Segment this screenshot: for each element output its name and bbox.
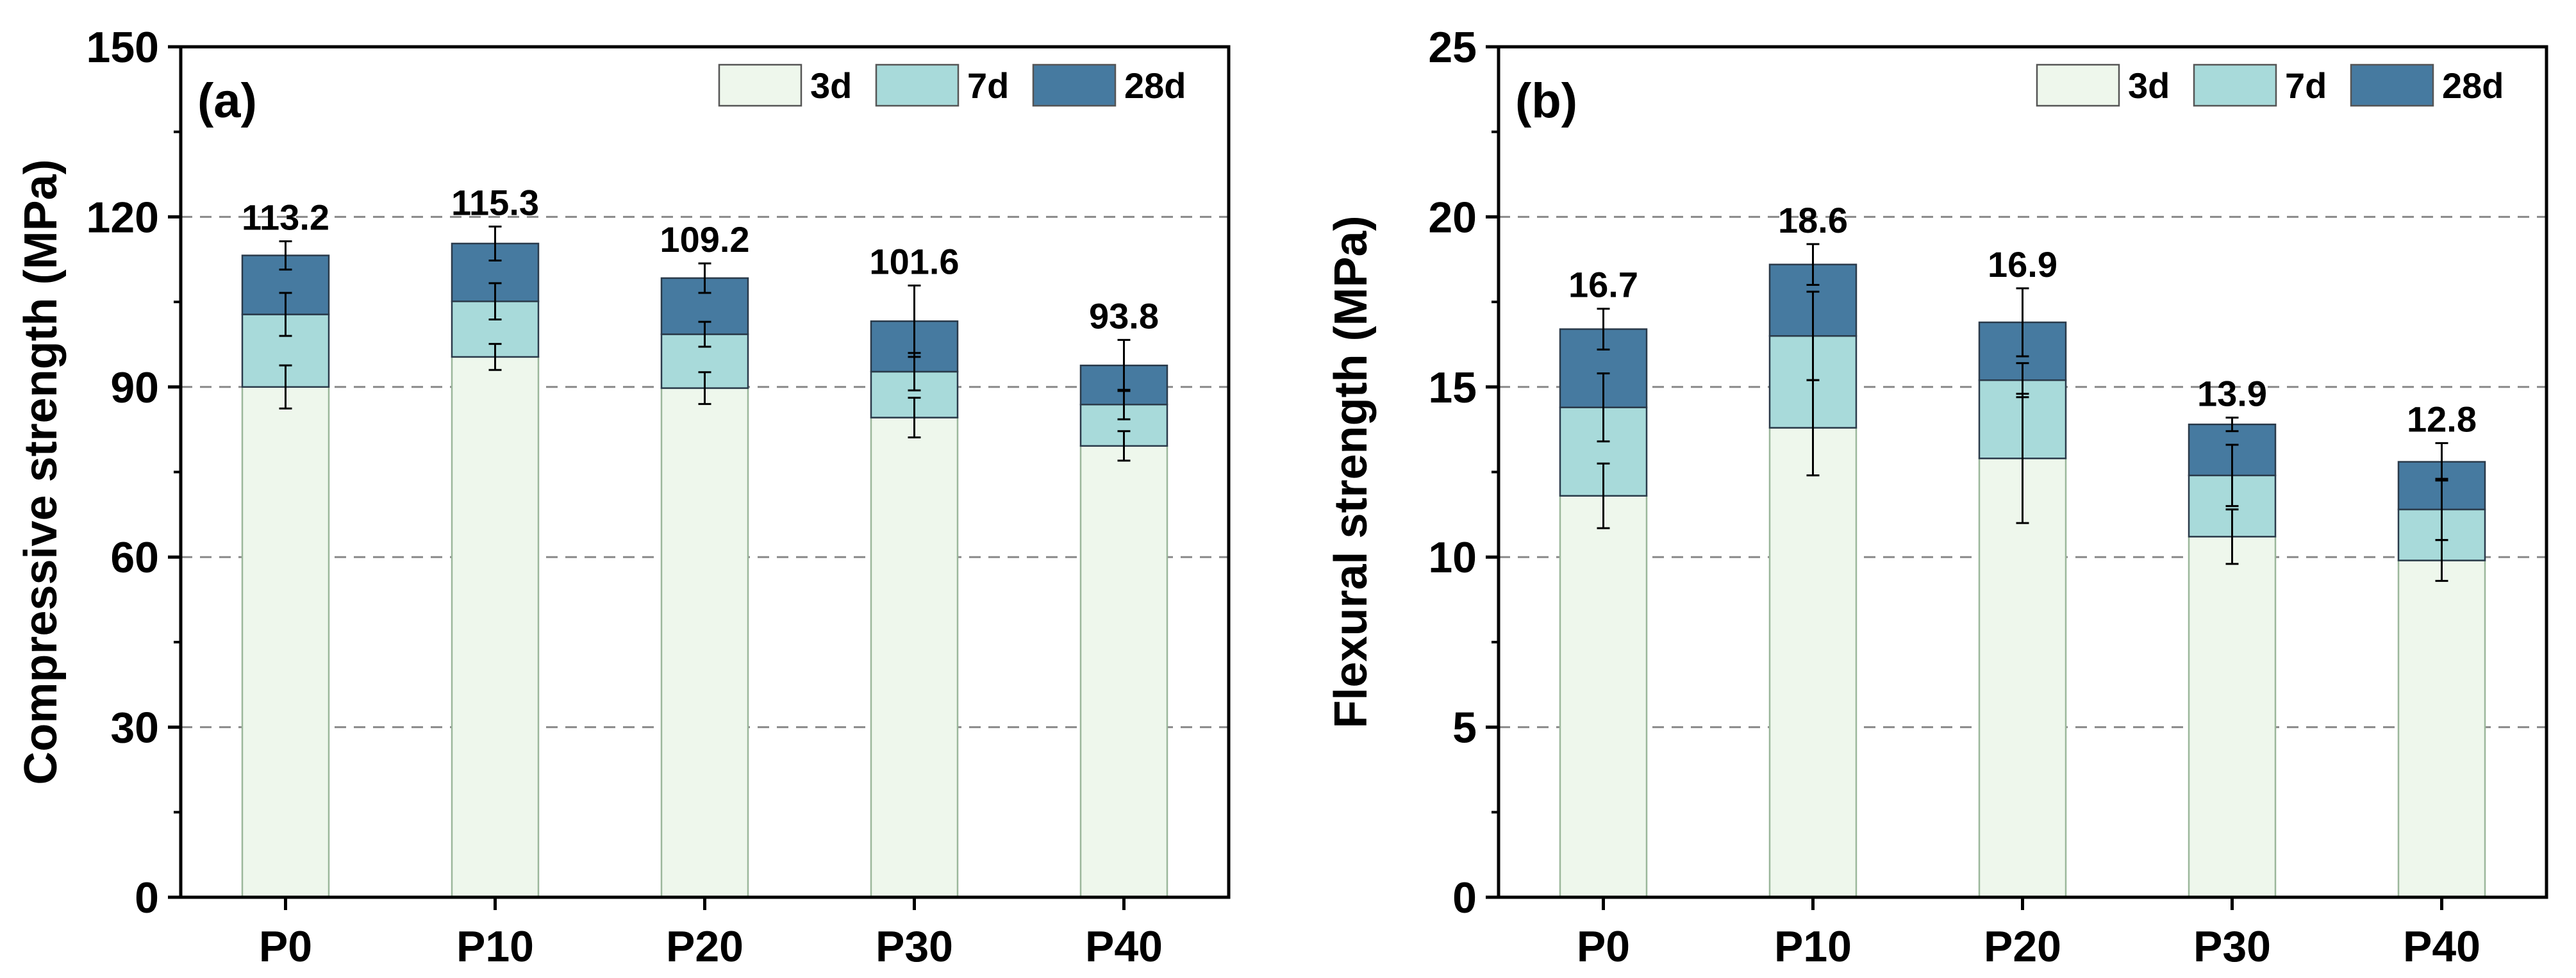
chart-a-bar-P30-3d [870, 417, 959, 899]
chart-a-total-label-P40: 93.8 [1089, 295, 1159, 336]
chart-a-errorbar-P40-3d [1117, 430, 1131, 462]
chart-b-errorbar-P30-28d [2225, 417, 2239, 433]
chart-b-xtick-label-P20: P20 [1984, 922, 2061, 971]
chart-b-bar-P20-3d [1978, 458, 2067, 899]
chart-a-bar-P40-3d [1079, 445, 1168, 899]
chart-a-ylabel: Compressive strength (MPa) [15, 159, 67, 784]
chart-a-errorbar-P10-7d [488, 282, 502, 321]
chart-b-ylabel: Flexural strength (MPa) [1325, 215, 1377, 728]
chart-a-ytick-label-4: 120 [87, 193, 159, 242]
chart-a-ytick-label-5: 150 [87, 23, 159, 72]
chart-a-errorbar-P10-28d [488, 225, 502, 262]
chart-b-errorbar-P20-7d [2016, 362, 2029, 399]
chart-b-errorbar-P0-3d [1597, 462, 1610, 529]
chart-a-xtick-label-P20: P20 [666, 922, 744, 971]
chart-b-bar-P0-3d [1559, 495, 1648, 899]
chart-b: 16.7 18.6 16.9 13.9 12.8 0 5 10 15 20 25 P0 P10 P20 P3… [1325, 23, 2548, 971]
chart-a-total-label-P0: 113.2 [242, 197, 329, 237]
chart-a-legend-swatch-28d [1032, 63, 1117, 107]
chart-b-errorbar-P40-28d [2435, 442, 2448, 482]
chart-a-legend-label-3d: 3d [810, 65, 852, 106]
chart-b-errorbar-P0-7d [1597, 372, 1610, 443]
chart-a-xtick-label-P30: P30 [876, 922, 953, 971]
chart-b-ytick-label-4: 20 [1428, 193, 1477, 242]
chart-b-errorbar-P30-7d [2225, 443, 2239, 508]
chart-a-errorbar-P40-28d [1117, 338, 1131, 392]
chart-b-legend-swatch-28d [2350, 63, 2434, 107]
chart-b-total-label-P40: 12.8 [2407, 399, 2477, 439]
chart-a-legend-swatch-3d [718, 63, 802, 107]
chart-a-xtick-label-P0: P0 [259, 922, 312, 971]
chart-a-ytick-label-0: 0 [135, 874, 159, 922]
chart-b-legend-swatch-3d [2036, 63, 2120, 107]
chart-b-bar-P10-3d [1768, 427, 1857, 899]
chart-b-ytick-label-0: 0 [1452, 874, 1477, 922]
chart-a-xtick-label-P40: P40 [1085, 922, 1163, 971]
chart-b-xtick-label-P10: P10 [1774, 922, 1852, 971]
chart-b-ytick-label-2: 10 [1428, 533, 1477, 582]
chart-a-legend-swatch-7d [875, 63, 960, 107]
chart-b-errorbar-P20-28d [2016, 287, 2029, 358]
chart-a-total-label-P20: 109.2 [660, 219, 749, 260]
chart-b-errorbar-P30-3d [2225, 508, 2239, 565]
chart-b-legend-swatch-7d [2193, 63, 2277, 107]
chart-b-ytick-label-1: 5 [1452, 704, 1477, 752]
chart-b-total-label-P20: 16.9 [1988, 244, 2057, 285]
chart-b-errorbar-P0-28d [1597, 308, 1610, 351]
chart-a-errorbar-P0-7d [279, 292, 292, 337]
chart-a-bar-P10-3d [451, 356, 540, 899]
chart-a-errorbar-P30-28d [908, 284, 921, 358]
chart-a-xtick-label-P10: P10 [456, 922, 534, 971]
chart-a: 113.2 115.3 109.2 101.6 93.8 0 30 60 90 120 150 P0 P… [15, 23, 1231, 971]
chart-b-legend: 3d 7d 28d [2036, 63, 2504, 107]
chart-b-total-label-P10: 18.6 [1778, 200, 1848, 240]
chart-b-bar-P30-3d [2188, 536, 2277, 899]
chart-b-ytick-label-3: 15 [1428, 363, 1477, 412]
chart-a-legend-label-7d: 7d [967, 65, 1009, 106]
chart-b-panel-label: (b) [1515, 74, 1577, 128]
chart-a-legend-label-28d: 28d [1124, 65, 1186, 106]
chart-b-total-label-P30: 13.9 [2197, 374, 2267, 414]
chart-b-legend-label-3d: 3d [2128, 65, 2170, 106]
chart-b-ytick-label-5: 25 [1428, 23, 1477, 72]
chart-a-errorbar-P0-3d [279, 364, 292, 410]
chart-a-errorbar-P20-3d [698, 371, 711, 405]
chart-b-legend-label-28d: 28d [2442, 65, 2504, 106]
chart-a-errorbar-P20-28d [698, 262, 711, 294]
chart-a-ytick-label-1: 30 [110, 704, 159, 752]
chart-a-total-label-P30: 101.6 [869, 241, 959, 281]
chart-b-total-label-P0: 16.7 [1568, 265, 1638, 305]
chart-a-errorbar-P0-28d [279, 240, 292, 271]
chart-a-total-label-P10: 115.3 [451, 182, 539, 222]
chart-b-legend-label-7d: 7d [2285, 65, 2327, 106]
chart-a-ytick-label-3: 90 [110, 363, 159, 412]
chart-a-errorbar-P20-7d [698, 320, 711, 348]
chart-a-bar-P0-3d [241, 386, 330, 899]
chart-b-errorbar-P10-28d [1806, 243, 1820, 286]
chart-b-xtick-label-P0: P0 [1577, 922, 1630, 971]
chart-a-ytick-label-2: 60 [110, 533, 159, 582]
chart-a-panel-label: (a) [197, 74, 257, 128]
chart-a-errorbar-P10-3d [488, 343, 502, 371]
chart-a-bar-P20-3d [660, 387, 749, 899]
chart-a-legend: 3d 7d 28d [718, 63, 1186, 107]
chart-b-xtick-label-P30: P30 [2193, 922, 2271, 971]
chart-b-bar-P40-3d [2397, 559, 2486, 899]
chart-b-errorbar-P10-7d [1806, 290, 1820, 381]
chart-a-errorbar-P30-3d [908, 397, 921, 439]
chart-b-xtick-label-P40: P40 [2403, 922, 2480, 971]
